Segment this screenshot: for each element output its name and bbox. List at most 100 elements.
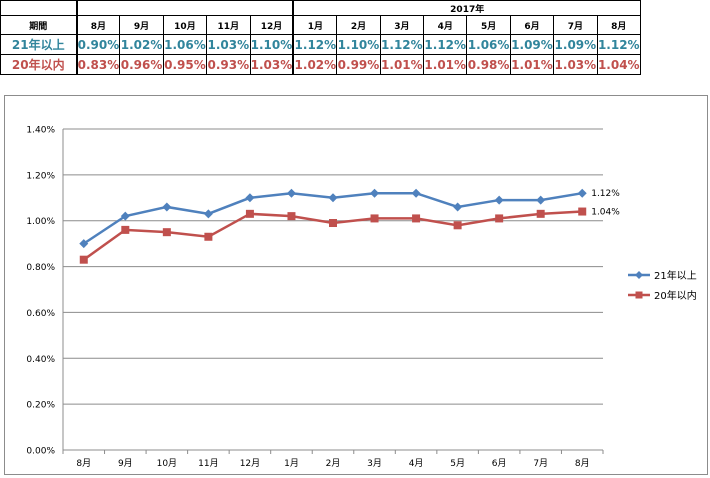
- y-tick-label: 1.40%: [26, 126, 55, 136]
- rate-table: 2017年 期間 8月 9月 10月 11月 12月 1月 2月 3月 4月 5月 6月 7月 8月 2…: [0, 0, 641, 75]
- period-label: 期間: [0, 15, 78, 35]
- x-tick-label: 6月: [492, 458, 507, 469]
- series-line: [83, 210, 583, 261]
- x-tick-label: 12月: [240, 458, 260, 469]
- end-data-label: 1.12%: [591, 189, 620, 199]
- rate-cell: 1.10%: [336, 34, 381, 55]
- data-point-diamond: [328, 193, 338, 203]
- data-point-square: [453, 221, 462, 230]
- data-point-diamond: [245, 193, 255, 203]
- rate-cell: 1.01%: [379, 54, 425, 75]
- data-point-square: [245, 209, 254, 218]
- legend-marker: [635, 271, 643, 279]
- rate-cell: 1.09%: [553, 34, 598, 55]
- x-tick-label: 5月: [450, 458, 465, 469]
- rate-cell: 1.03%: [206, 34, 251, 55]
- x-tick-label: 9月: [118, 458, 133, 469]
- data-point-diamond: [370, 188, 380, 198]
- rate-cell: 1.12%: [596, 34, 641, 55]
- month-header-cell: 11月: [206, 15, 251, 35]
- data-point-square: [204, 232, 213, 241]
- rate-cell: 1.10%: [249, 34, 294, 55]
- chart-area: 0.00% 0.20% 0.40% 0.60% 0.80% 1.00% 1.20% 1.40%…: [4, 95, 708, 475]
- x-tick-label: 10月: [157, 458, 177, 469]
- month-header-cell: 3月: [379, 15, 425, 35]
- y-tick-label: 0.80%: [26, 263, 55, 273]
- x-tick-label: 8月: [76, 458, 91, 469]
- rate-cell: 0.93%: [206, 54, 251, 75]
- data-point-square: [287, 212, 296, 221]
- data-point-diamond: [494, 195, 504, 205]
- x-tick-label: 3月: [367, 458, 382, 469]
- x-tick-label: 8月: [575, 458, 590, 469]
- data-point-square: [536, 209, 545, 218]
- row-label-within-20: 20年以内: [0, 54, 78, 75]
- rate-cell: 0.95%: [162, 54, 208, 75]
- prev-year-header: [76, 0, 294, 16]
- rate-cell: 0.99%: [336, 54, 381, 75]
- data-point-square: [329, 219, 337, 228]
- y-tick-label: 1.00%: [26, 217, 55, 227]
- data-point-square: [495, 214, 504, 223]
- x-tick-label: 1月: [284, 458, 299, 469]
- data-point-diamond: [286, 188, 296, 198]
- rate-cell: 0.96%: [119, 54, 164, 75]
- rate-cell: 0.98%: [466, 54, 511, 75]
- x-tick-label: 2月: [326, 458, 341, 469]
- rate-cell: 1.03%: [249, 54, 294, 75]
- month-header-cell: 5月: [466, 15, 511, 35]
- month-header-cell: 2月: [336, 15, 381, 35]
- rate-cell: 0.83%: [75, 54, 121, 75]
- data-point-square: [121, 225, 130, 234]
- legend-label: 21年以上: [654, 269, 697, 282]
- x-tick-label: 11月: [198, 458, 218, 469]
- data-point-diamond: [162, 202, 172, 212]
- month-header-cell: 9月: [119, 15, 164, 35]
- month-header-cell: 6月: [509, 15, 555, 35]
- x-tick-label: 4月: [409, 458, 424, 469]
- data-point-square: [412, 214, 421, 223]
- y-tick-label: 0.20%: [26, 401, 55, 411]
- data-point-square: [578, 207, 587, 216]
- month-header-cell: 7月: [553, 15, 598, 35]
- rate-cell: 1.06%: [162, 34, 208, 55]
- rate-cell: 1.12%: [379, 34, 425, 55]
- data-point-square: [79, 255, 88, 264]
- month-header-cell: 1月: [292, 15, 338, 35]
- rate-cell: 0.90%: [75, 34, 121, 55]
- rate-cell: 1.02%: [119, 34, 164, 55]
- data-point-square: [370, 214, 379, 223]
- line-chart: 0.00% 0.20% 0.40% 0.60% 0.80% 1.00% 1.20% 1.40%…: [26, 126, 697, 470]
- data-point-diamond: [120, 211, 130, 221]
- month-header-cell: 10月: [162, 15, 208, 35]
- year-header: 2017年: [292, 0, 641, 16]
- y-tick-label: 0.60%: [26, 309, 55, 319]
- data-point-diamond: [536, 195, 546, 205]
- month-header-cell: 12月: [249, 15, 294, 35]
- y-tick-label: 0.40%: [26, 355, 55, 365]
- end-data-label: 1.04%: [591, 208, 620, 218]
- data-point-square: [162, 228, 171, 237]
- month-header-cell: 4月: [423, 15, 468, 35]
- rate-cell: 1.06%: [466, 34, 511, 55]
- rate-cell: 1.09%: [509, 34, 555, 55]
- y-tick-label: 0.00%: [26, 447, 55, 457]
- table-corner-cell: [0, 0, 78, 16]
- rate-cell: 1.02%: [292, 54, 338, 75]
- data-point-diamond: [411, 188, 421, 198]
- rate-cell: 1.12%: [292, 34, 338, 55]
- rate-cell: 1.12%: [423, 34, 468, 55]
- legend-marker: [635, 291, 643, 299]
- data-point-diamond: [203, 209, 213, 219]
- row-label-over-21: 21年以上: [0, 34, 78, 55]
- rate-cell: 1.03%: [553, 54, 598, 75]
- rate-cell: 1.01%: [509, 54, 555, 75]
- rate-cell: 1.01%: [423, 54, 468, 75]
- month-header-cell: 8月: [596, 15, 641, 35]
- data-point-diamond: [577, 188, 587, 198]
- month-header-cell: 8月: [75, 15, 121, 35]
- y-tick-label: 1.20%: [26, 171, 55, 181]
- legend-label: 20年以内: [654, 289, 697, 302]
- data-point-diamond: [79, 239, 89, 249]
- data-point-diamond: [453, 202, 463, 212]
